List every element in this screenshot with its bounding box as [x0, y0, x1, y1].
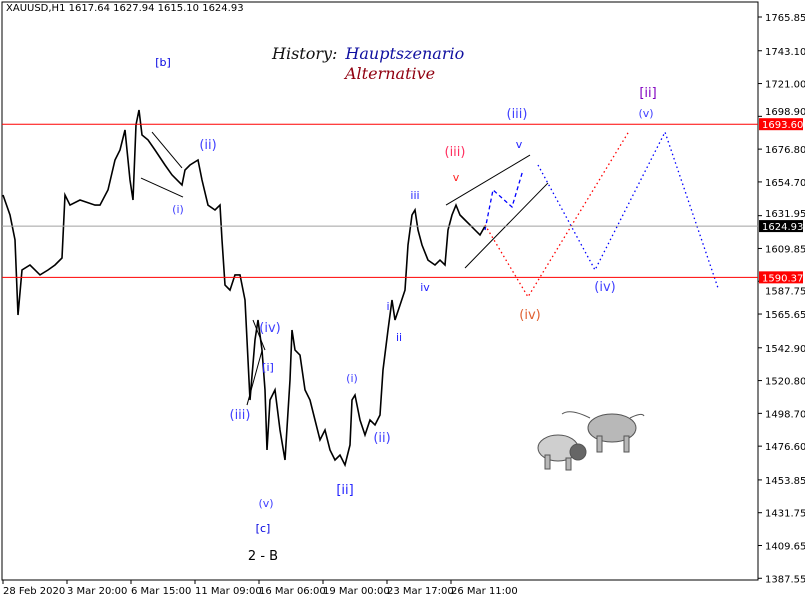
wave-label: ii — [396, 331, 402, 344]
y-tick-label: 1698.90 — [765, 107, 805, 118]
x-tick-label: 3 Mar 20:00 — [67, 586, 127, 597]
y-tick-label: 1453.85 — [765, 476, 805, 487]
wave-label: 2 - B — [248, 549, 278, 564]
wave-label: (iii) — [507, 107, 528, 122]
wave-label: (v) — [258, 497, 273, 510]
wave-label: [c] — [256, 522, 271, 535]
trend-line — [252, 319, 266, 351]
x-tick-label: 16 Mar 06:00 — [259, 586, 326, 597]
trend-line — [140, 177, 184, 198]
wave-label: [ii] — [639, 86, 656, 101]
wave-label: (iv) — [259, 321, 280, 336]
x-tick-label: 19 Mar 00:00 — [323, 586, 390, 597]
wave-label: (iv) — [594, 280, 615, 295]
trend-line — [445, 154, 531, 206]
wave-label: [b] — [155, 56, 171, 69]
y-tick-label: 1654.70 — [765, 178, 805, 189]
wave-label: iv — [420, 281, 430, 294]
x-tick-label: 6 Mar 15:00 — [131, 586, 191, 597]
y-tick-label: 1587.75 — [765, 286, 805, 297]
price-tag — [759, 118, 803, 131]
wave-label: (v) — [638, 107, 653, 120]
y-tick-label: 1542.90 — [765, 344, 805, 355]
y-tick-label: 1721.00 — [765, 80, 805, 91]
y-tick-label: 1498.70 — [765, 409, 805, 420]
y-tick-label: 1387.55 — [765, 574, 805, 585]
wave-label: iii — [410, 189, 419, 202]
legend-alternative: Alternative — [345, 64, 436, 83]
wave-label: [i] — [262, 361, 274, 374]
price-tag — [759, 271, 803, 284]
y-tick-label: 1409.65 — [765, 541, 805, 552]
trend-line — [464, 182, 549, 269]
legend-history: History: — [272, 44, 338, 63]
price-tag-label: 1590.37 — [762, 273, 803, 284]
projection-path — [537, 130, 719, 289]
wave-label: v — [453, 171, 460, 184]
y-tick-label: 1565.65 — [765, 310, 805, 321]
legend-text: History: Hauptszenario Alternative — [272, 44, 465, 83]
legend-main-scenario: Hauptszenario — [345, 44, 465, 63]
wave-label: (i) — [346, 372, 358, 385]
y-tick-label: 1609.85 — [765, 244, 805, 255]
price-tag — [759, 220, 803, 233]
wave-label: v — [516, 138, 523, 151]
trend-line — [151, 131, 183, 169]
x-tick-label: 23 Mar 17:00 — [387, 586, 454, 597]
bull-bear-logo-icon — [537, 411, 645, 471]
wave-label: i — [386, 300, 389, 313]
projection-path — [484, 169, 524, 231]
price-tag-label: 1693.60 — [762, 120, 803, 131]
x-tick-label: 26 Mar 11:00 — [451, 586, 518, 597]
y-tick-label: 1676.80 — [765, 145, 805, 156]
wave-label: (i) — [172, 203, 184, 216]
wave-label: (iii) — [230, 408, 251, 423]
projection-path — [484, 132, 629, 299]
wave-label: (ii) — [373, 431, 390, 446]
symbol-ohlc-header: XAUUSD,H1 1617.64 1627.94 1615.10 1624.9… — [6, 3, 244, 14]
y-tick-label: 1520.80 — [765, 377, 805, 388]
price-tag-label: 1624.93 — [762, 222, 803, 233]
price-series — [2, 109, 486, 468]
wave-label: (iii) — [445, 145, 466, 160]
wave-label: [ii] — [336, 483, 353, 498]
wave-label: (iv) — [519, 308, 540, 323]
x-tick-label: 11 Mar 09:00 — [195, 586, 262, 597]
y-tick-label: 1631.95 — [765, 209, 805, 220]
y-tick-label: 1765.85 — [765, 13, 805, 24]
x-tick-label: 28 Feb 2020 — [3, 586, 65, 597]
wave-label: (ii) — [199, 138, 216, 153]
y-tick-label: 1743.10 — [765, 47, 805, 58]
y-tick-label: 1476.60 — [765, 442, 805, 453]
plot-frame — [1, 1, 759, 581]
y-tick-label: 1431.75 — [765, 509, 805, 520]
